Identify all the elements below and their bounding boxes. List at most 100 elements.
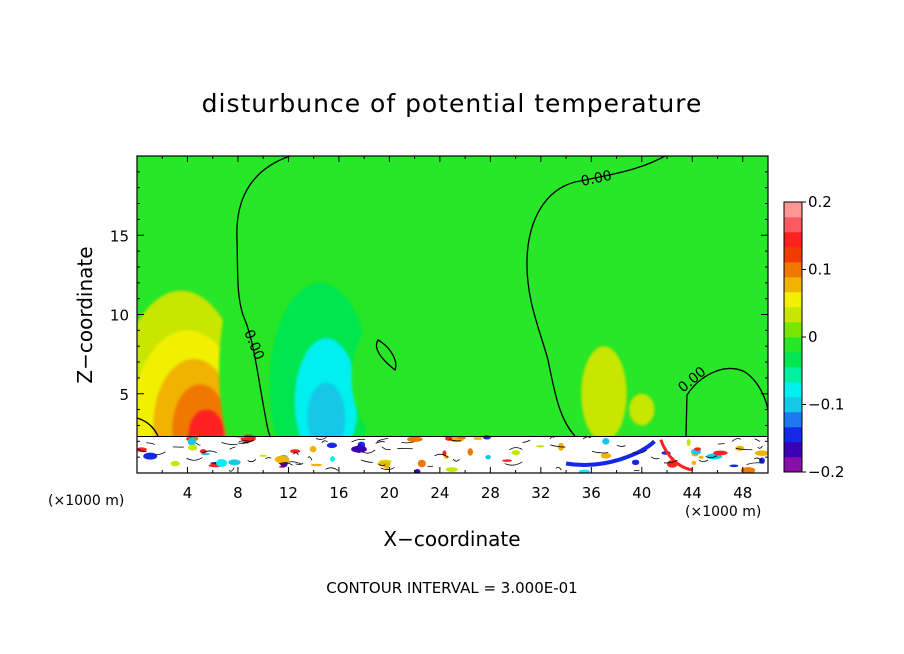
surface-contour (375, 441, 385, 444)
surface-blob (259, 454, 268, 457)
colorbar-tick-label: −0.2 (808, 463, 844, 481)
surface-contour (522, 439, 531, 443)
surface-contour (265, 457, 272, 460)
surface-contour (757, 445, 763, 449)
surface-contour (401, 441, 414, 444)
surface-blob (631, 459, 640, 466)
contour-small-left (137, 417, 159, 437)
surface-blob (330, 456, 335, 462)
x-tick-label: 20 (380, 484, 399, 502)
surface-blob (406, 436, 423, 442)
surface-blob (445, 467, 458, 472)
surface-contour (228, 467, 235, 472)
surface-contour (237, 439, 254, 444)
surface-blob (143, 452, 158, 460)
x-tick-label: 4 (183, 484, 193, 502)
surface-blob (686, 439, 691, 447)
surface-contour (360, 459, 373, 463)
colorbar-segment (784, 397, 802, 413)
surface-blob (457, 436, 466, 440)
surface-blob (502, 459, 512, 462)
surface-contour (378, 463, 386, 467)
surface-contour (288, 461, 302, 465)
anomaly-10 (581, 346, 627, 442)
colorbar-segment (784, 382, 802, 398)
surface-contour (663, 459, 678, 464)
contour-zero-lower-right (685, 367, 768, 437)
surface-contour (632, 449, 648, 454)
surface-blob (536, 445, 545, 448)
surface-blob (228, 459, 241, 466)
colorbar (783, 201, 803, 473)
surface-contour (555, 466, 562, 471)
chart-title: disturbunce of potential temperature (202, 89, 703, 118)
contour-label-2: 0.00 (580, 168, 614, 190)
surface-blob (170, 460, 180, 467)
surface-contour (293, 452, 299, 456)
colorbar-segment (784, 307, 802, 323)
surface-contour (380, 467, 395, 471)
surface-blob (578, 469, 590, 473)
surface-contour (361, 449, 376, 454)
surface-contour (351, 438, 366, 443)
surface-blob (473, 436, 483, 440)
colorbar-segment (784, 277, 802, 293)
surface-blob (602, 438, 610, 445)
surface-blob (691, 460, 697, 465)
surface-contour (735, 448, 753, 451)
surface-blob (383, 464, 390, 469)
surface-streak (565, 439, 656, 467)
surface-blob (417, 459, 426, 468)
colorbar-segment (784, 337, 802, 353)
colorbar-segment (784, 442, 802, 458)
x-unit-right: (×1000 m) (685, 504, 761, 520)
surface-contour (295, 463, 304, 465)
surface-contour (278, 462, 293, 466)
surface-contour (325, 467, 339, 471)
x-tick-label: 40 (632, 484, 651, 502)
surface-blob (694, 447, 702, 451)
surface-blob (310, 463, 323, 467)
anomaly-layer (137, 211, 655, 473)
colorbar-tick-label: 0.2 (808, 193, 832, 211)
surface-contour (591, 451, 609, 454)
surface-contour (698, 459, 709, 462)
x-unit-left: (×1000 m) (48, 493, 124, 509)
surface-contour (195, 442, 201, 446)
colorbar-tick-label: 0 (808, 328, 818, 346)
surface-blob (137, 447, 147, 452)
surface-layer (137, 434, 768, 473)
surface-streak (659, 439, 693, 472)
surface-blob (698, 455, 704, 459)
colorbar-segment (784, 262, 802, 278)
colorbar-tick-label: −0.1 (808, 396, 844, 414)
colorbar-segment (784, 292, 802, 308)
surface-contour (509, 447, 523, 451)
surface-contour (550, 444, 566, 448)
colorbar-ticks: 0.2 0.1 0 −0.1 −0.2 (802, 193, 844, 481)
surface-contour (504, 461, 523, 466)
surface-contour (616, 444, 626, 447)
surface-blob (216, 459, 228, 467)
y-tick-label: 15 (110, 227, 129, 245)
colorbar-segment (784, 247, 802, 263)
surface-blob (326, 442, 338, 449)
x-tick-label: 32 (531, 484, 550, 502)
surface-contour (137, 448, 147, 453)
surface-contour (731, 438, 742, 442)
y-tick-label: 5 (119, 386, 129, 404)
x-tick-label: 36 (582, 484, 601, 502)
surface-blob (485, 455, 491, 460)
surface-contour (754, 438, 761, 442)
y-tick-label: 10 (110, 307, 129, 325)
y-axis-ticks: 5 10 15 (110, 171, 768, 458)
surface-contour (376, 438, 389, 442)
x-tick-label: 28 (481, 484, 500, 502)
surface-contour (155, 451, 166, 456)
surface-contour (434, 453, 449, 458)
surface-contour (452, 458, 460, 462)
contour-interval-note: CONTOUR INTERVAL = 3.000E-01 (326, 579, 577, 597)
colorbar-segment (784, 202, 802, 218)
surface-blob (351, 445, 367, 453)
